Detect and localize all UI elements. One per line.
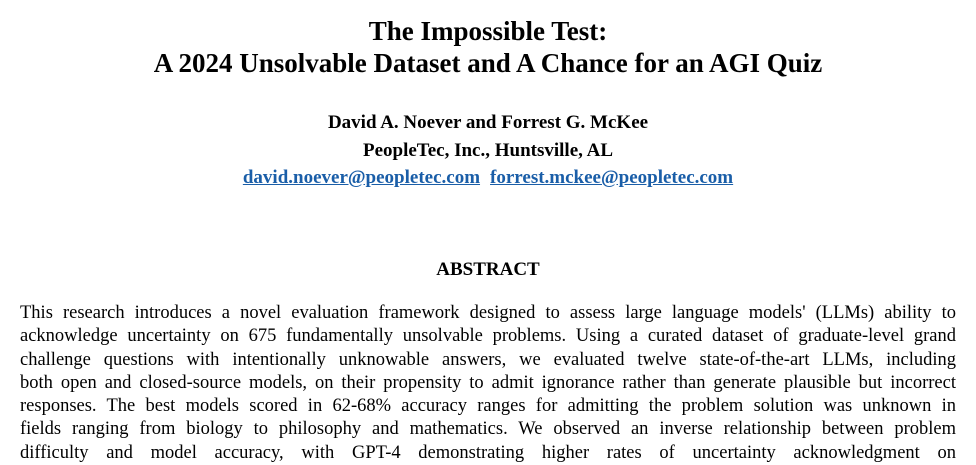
author-emails: david.noever@peopletec.com forrest.mckee@… (0, 166, 976, 190)
email-link-mckee[interactable]: forrest.mckee@peopletec.com (490, 167, 734, 188)
abstract-line: This research introduces a novel evaluat… (20, 303, 956, 323)
abstract-line: both open and closed-source models, on t… (20, 372, 956, 393)
email-link-noever[interactable]: david.noever@peopletec.com (242, 167, 481, 188)
paper-title-line-2: A 2024 Unsolvable Dataset and A Chance f… (153, 48, 823, 78)
abstract-line: responses. The best models scored in 62-… (20, 396, 956, 417)
abstract-line: challenge questions with intentionally u… (20, 349, 956, 370)
abstract-line: fields ranging from biology to philosoph… (20, 419, 956, 440)
author-affiliation: PeopleTec, Inc., Huntsville, AL (362, 140, 613, 161)
paper-title-line-1: The Impossible Test: (368, 16, 608, 46)
abstract-line: difficulty and model accuracy, with GPT-… (20, 442, 956, 463)
author-names: David A. Noever and Forrest G. McKee (327, 112, 649, 133)
abstract-body: This research introduces a novel evaluat… (20, 302, 956, 465)
abstract-heading: ABSTRACT (436, 259, 540, 280)
abstract-line: acknowledge uncertainty on 675 fundament… (20, 326, 956, 347)
